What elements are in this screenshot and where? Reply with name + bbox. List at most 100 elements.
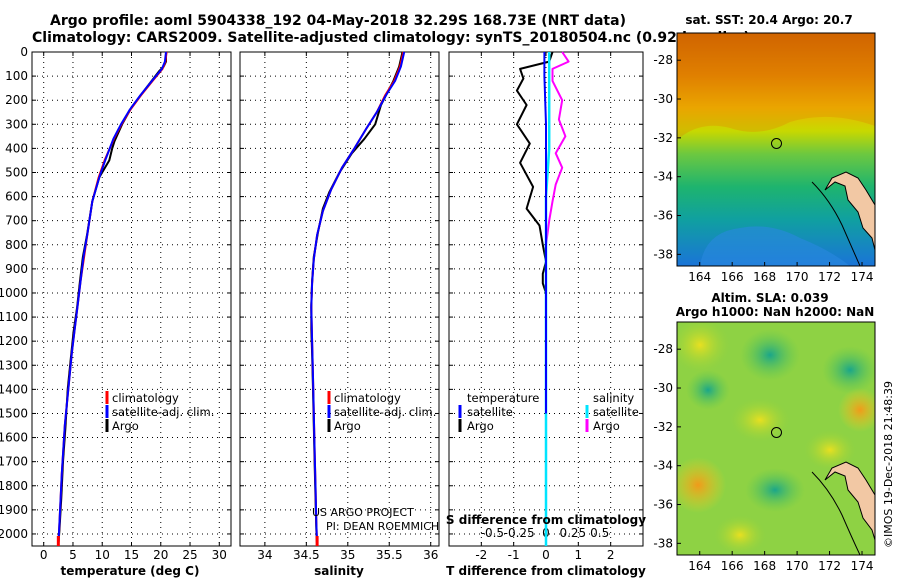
y-tick-label: 400 — [5, 141, 28, 155]
sla-map-ticks: 164 166 168 170 172 174 -28 -30 -32 -34 -36 -38 — [653, 342, 873, 573]
legend-t-satellite-label: satellite — [467, 405, 513, 419]
temperature-legend: climatology satellite-adj. clim. Argo — [105, 391, 214, 433]
sst-warm-tongue — [677, 33, 875, 140]
series-line-s-argo — [545, 51, 570, 269]
map-x-tick-label: 164 — [688, 270, 711, 284]
sla-anomaly-blob — [677, 322, 730, 373]
series-line-satellite-adj-clim- — [310, 51, 406, 547]
salinity-plot-frame — [239, 51, 440, 547]
sst-map-frame — [676, 32, 876, 267]
x-tick-label: 2 — [607, 548, 615, 562]
x-tick-label: 0 — [542, 548, 550, 562]
sla-map — [677, 322, 875, 555]
x-tick-label: 5 — [69, 548, 77, 562]
legend-s-argo-label: Argo — [593, 419, 620, 433]
y-tick-label: 200 — [5, 93, 28, 107]
map-y-tick-label: -30 — [653, 381, 673, 395]
series-line-argo — [57, 52, 167, 547]
map-x-tick-label: 168 — [753, 270, 776, 284]
y-tick-label: 1100 — [0, 310, 28, 324]
map-y-tick-label: -28 — [653, 53, 673, 67]
sla-anomaly-blob — [740, 329, 800, 381]
x-tick-label: -2 — [475, 548, 487, 562]
legend-climatology-label: climatology — [334, 391, 401, 405]
map-x-tick-label: 174 — [851, 270, 874, 284]
sla-isobath — [811, 471, 861, 555]
x-tick-label: 20 — [153, 548, 168, 562]
temperature-axis-label: temperature (deg C) — [61, 564, 200, 578]
sst-map — [677, 33, 875, 266]
pi-label: PI: DEAN ROEMMICH — [326, 520, 439, 533]
y-tick-label: 800 — [5, 238, 28, 252]
series-line-climatology — [310, 51, 405, 547]
y-tick-label: 100 — [5, 69, 28, 83]
s-difference-axis-label: S difference from climatology — [446, 513, 646, 527]
sla-map-frame — [676, 321, 876, 556]
sla-anomaly-blob — [745, 468, 805, 512]
y-tick-label: 1400 — [0, 382, 28, 396]
map-x-tick-label: 164 — [688, 559, 711, 573]
sst-coastline — [824, 171, 875, 251]
x-tick-label: 35 — [340, 548, 355, 562]
legend-temperature-heading: temperature — [467, 391, 539, 405]
sla-map-subtitle: Argo h1000: NaN h2000: NaN — [676, 305, 875, 319]
sla-anomaly-blob — [714, 515, 766, 555]
y-tick-label: 1800 — [0, 479, 28, 493]
sst-map-ticks: 164 166 168 170 172 174 -28 -30 -32 -34 -36 -38 — [653, 53, 873, 284]
y-tick-label: 700 — [5, 214, 28, 228]
salinity-axis-label: salinity — [314, 564, 364, 578]
legend-climatology-label: climatology — [112, 391, 179, 405]
title-line-1: Argo profile: aoml 5904338_192 04-May-20… — [50, 13, 626, 29]
series-line-t-argo — [515, 51, 554, 342]
y-tick-label: 300 — [5, 117, 28, 131]
map-y-tick-label: -30 — [653, 92, 673, 106]
sla-coastline — [824, 461, 875, 541]
salinity-legend: climatology satellite-adj. clim. Argo US… — [312, 391, 439, 533]
sst-field — [677, 33, 875, 266]
series-line-t-satellite — [543, 52, 547, 414]
sla-map-title: Altim. SLA: 0.039 — [711, 291, 828, 305]
x-tick-label: 35.5 — [376, 548, 403, 562]
legend-salinity-heading: salinity — [593, 391, 634, 405]
map-y-tick-label: -36 — [653, 498, 673, 512]
legend-satellite-label: satellite-adj. clim. — [334, 405, 436, 419]
x-tick-label: -1 — [508, 548, 520, 562]
y-tick-label: 1900 — [0, 503, 28, 517]
sla-anomaly-blob — [686, 370, 730, 410]
y-tick-label: 1200 — [0, 334, 28, 348]
sla-anomaly-blob — [838, 388, 875, 432]
series-line-satellite-adj-clim- — [57, 51, 167, 547]
legend-t-argo-label: Argo — [467, 419, 494, 433]
temperature-plot: 0100200300400500600700800900100011001200… — [0, 45, 231, 562]
map-x-tick-label: 170 — [786, 270, 809, 284]
s-tick-label: -0.5 — [481, 526, 504, 540]
sst-argo-location-marker — [771, 138, 782, 149]
y-tick-label: 600 — [5, 190, 28, 204]
x-tick-label: 0 — [40, 548, 48, 562]
sla-anomaly-blob — [804, 430, 856, 470]
map-x-tick-label: 166 — [721, 270, 744, 284]
s-tick-label: 0.25 — [559, 526, 586, 540]
map-x-tick-label: 170 — [786, 559, 809, 573]
title-line-2: Climatology: CARS2009. Satellite-adjuste… — [32, 30, 750, 46]
legend-argo-label: Argo — [334, 419, 361, 433]
difference-plot: -2 -1 0 1 2-0.5 -0.25 0 0.25 0.5 — [449, 51, 643, 562]
x-tick-label: 15 — [124, 548, 139, 562]
legend-s-satellite-label: satellite — [593, 405, 639, 419]
s-tick-label: -0.25 — [504, 526, 535, 540]
y-tick-label: 1600 — [0, 431, 28, 445]
x-tick-label: 1 — [575, 548, 583, 562]
x-tick-label: 34.5 — [293, 548, 320, 562]
map-y-tick-label: -32 — [653, 131, 673, 145]
sst-map-title: sat. SST: 20.4 Argo: 20.7 — [685, 13, 852, 27]
y-tick-label: 500 — [5, 165, 28, 179]
project-label: US ARGO PROJECT — [312, 506, 414, 519]
y-tick-label: 1500 — [0, 406, 28, 420]
map-y-tick-label: -36 — [653, 209, 673, 223]
sla-anomaly-blob — [822, 346, 875, 394]
x-tick-label: 36 — [423, 548, 438, 562]
sla-anomaly-blob — [677, 457, 726, 513]
map-x-tick-label: 172 — [818, 270, 841, 284]
map-x-tick-label: 168 — [753, 559, 776, 573]
